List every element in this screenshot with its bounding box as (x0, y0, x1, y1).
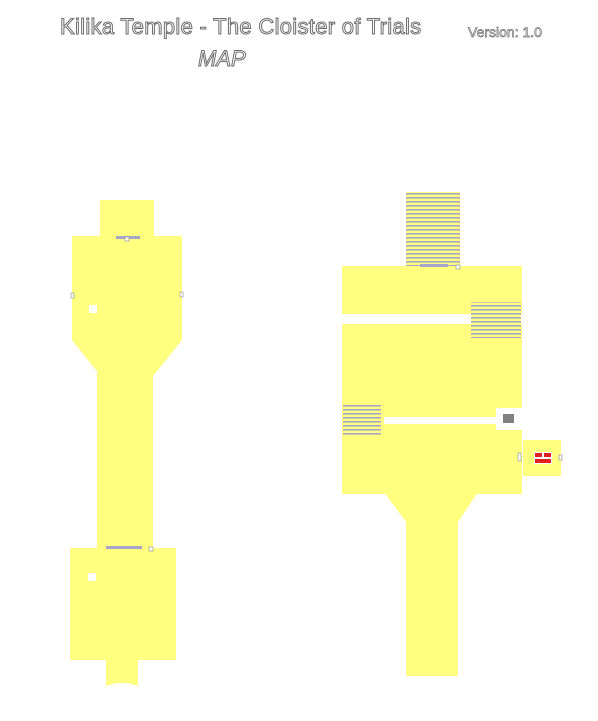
right-upper-stairs (420, 264, 448, 267)
door-marker (558, 454, 563, 461)
map-subtitle: MAP (198, 46, 247, 72)
left-funnel (72, 340, 182, 375)
left-bottom-exit (106, 658, 138, 686)
left-lower-chamber (70, 548, 176, 660)
sphere-slot-marker (89, 305, 97, 313)
right-path (342, 192, 563, 676)
right-west-stairs (343, 405, 381, 437)
door-marker (455, 264, 461, 270)
door-marker (124, 236, 130, 242)
left-lower-stairs (106, 546, 142, 549)
right-funnel (384, 492, 478, 522)
door-marker (517, 452, 522, 462)
left-top-entrance (100, 200, 154, 238)
map-title: Kilika Temple - The Cloister of Trials (60, 14, 422, 40)
right-east-stairs (471, 302, 521, 338)
treasure-chest-marker (535, 453, 542, 457)
door-marker (148, 546, 154, 552)
right-walkway (384, 417, 496, 424)
left-upper-chamber (72, 236, 182, 340)
left-corridor (97, 372, 153, 550)
sphere-slot-marker (88, 573, 96, 581)
right-top-stairway (406, 192, 460, 268)
treasure-chest-marker (544, 453, 551, 457)
left-path (70, 200, 184, 686)
door-marker (179, 291, 184, 298)
pedestal-marker (503, 414, 514, 423)
right-bottom-corridor (406, 520, 458, 676)
door-marker (70, 292, 75, 299)
version-label: Version: 1.0 (468, 24, 543, 41)
treasure-chest-marker (535, 459, 551, 463)
